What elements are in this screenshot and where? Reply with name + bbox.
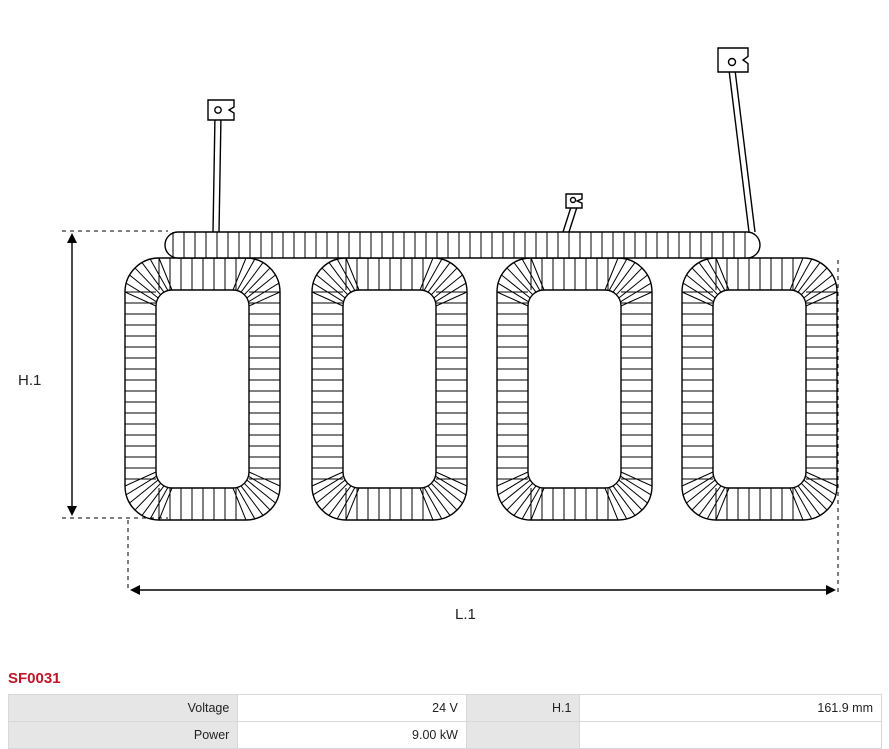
- spec-label: Power: [9, 722, 238, 749]
- spec-label: H.1: [466, 695, 580, 722]
- field-coil-diagram: [0, 0, 889, 660]
- spec-value: 161.9 mm: [580, 695, 882, 722]
- dim-l-label: L.1: [455, 606, 476, 623]
- spec-value: 24 V: [238, 695, 467, 722]
- table-row: Power9.00 kW: [9, 722, 882, 749]
- spec-value: [580, 722, 882, 749]
- part-number: SF0031: [8, 670, 61, 687]
- specs-table: Voltage24 VH.1161.9 mmPower9.00 kW: [8, 694, 882, 749]
- table-row: Voltage24 VH.1161.9 mm: [9, 695, 882, 722]
- spec-label: [466, 722, 580, 749]
- spec-label: Voltage: [9, 695, 238, 722]
- dim-h-label: H.1: [18, 372, 41, 389]
- spec-value: 9.00 kW: [238, 722, 467, 749]
